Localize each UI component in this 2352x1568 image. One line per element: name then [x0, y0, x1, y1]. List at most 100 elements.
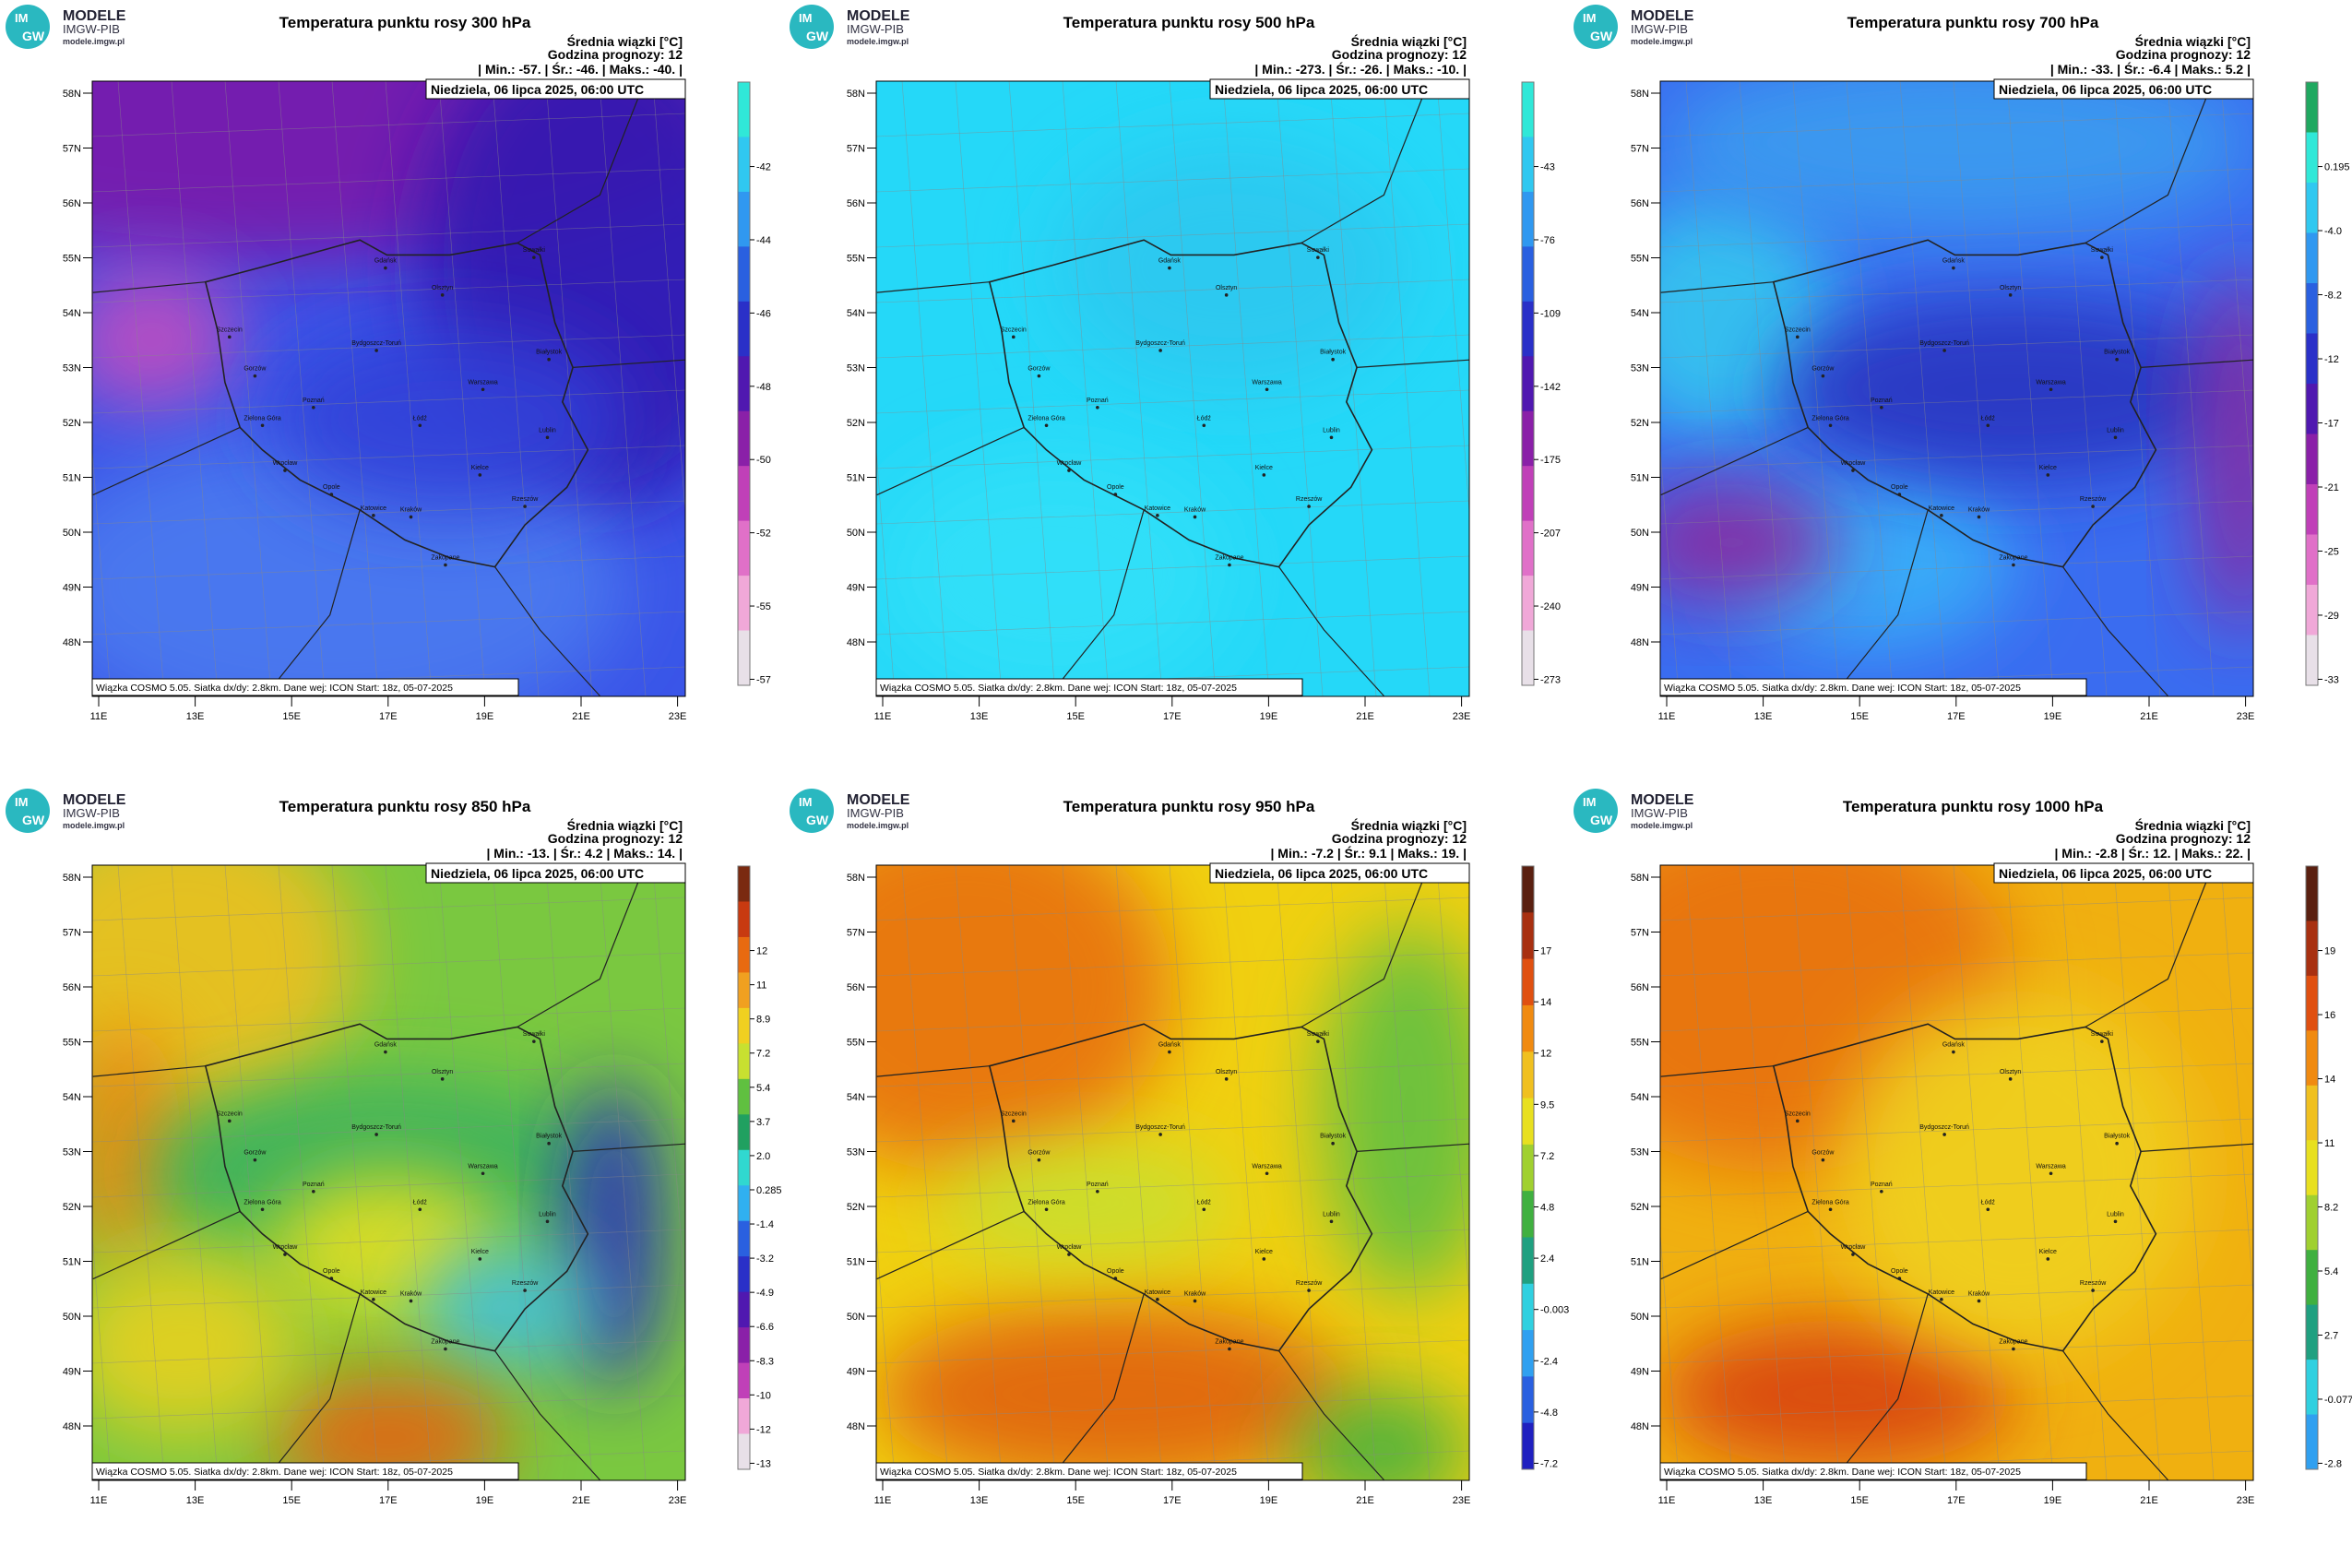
lat-label: 55N — [1631, 1038, 1649, 1049]
graticule — [876, 555, 1469, 580]
field-blob — [269, 327, 626, 512]
city-dot — [1265, 387, 1269, 392]
city-dot — [547, 357, 551, 362]
city-label: Zielona Góra — [244, 415, 281, 422]
city-dot — [1224, 1077, 1229, 1081]
graticule — [652, 81, 685, 516]
city-dot — [1044, 423, 1049, 428]
city-label: Zielona Góra — [1028, 415, 1065, 422]
colorbar-segment — [2306, 183, 2318, 233]
graticule — [1739, 81, 1787, 696]
city-dot — [1113, 1277, 1118, 1280]
colorbar-label: 11 — [2324, 1138, 2334, 1149]
lat-label: 56N — [63, 198, 81, 209]
colorbar-segment — [738, 410, 750, 467]
colorbar-label: -48 — [756, 382, 771, 393]
lat-label: 48N — [63, 1421, 81, 1432]
colorbar-label: -55 — [756, 601, 771, 612]
lat-label: 52N — [1631, 418, 1649, 429]
map-frame — [1659, 864, 2254, 1481]
colorbar-segment — [738, 1327, 750, 1364]
lon-label: 19E — [1260, 711, 1278, 722]
city-dot — [1331, 1141, 1335, 1146]
city-dot — [2091, 505, 2095, 508]
field-blob — [1837, 988, 2194, 1358]
footer-box — [91, 1462, 519, 1480]
city-label: Suwałki — [1307, 1031, 1330, 1038]
lat-label: 48N — [63, 637, 81, 648]
graticule — [92, 1118, 685, 1143]
city-dot — [329, 1277, 334, 1280]
city-label: Zakopane — [1999, 1338, 2027, 1345]
graticule — [2060, 81, 2108, 696]
city-dot — [253, 1158, 257, 1162]
field-blob — [1321, 926, 1469, 1296]
stats: | Min.: -33. | Śr.: -6.4 | Maks.: 5.2 | — [2050, 61, 2251, 77]
map-frame — [1659, 80, 2254, 697]
map-field: Gdańsk Olsztyn Suwałki Białystok Szczecin Byd… — [92, 81, 685, 696]
graticule — [1792, 865, 1840, 1480]
border-line — [2085, 81, 2214, 244]
city-label: Suwałki — [523, 1031, 546, 1038]
graticule — [2113, 865, 2161, 1480]
city-dot — [444, 1347, 447, 1351]
valid-time: Niedziela, 06 lipca 2025, 06:00 UTC — [1215, 866, 1428, 881]
border-line — [494, 1350, 600, 1480]
header-label: Średnia wiązki [°C] — [567, 33, 683, 49]
forecast-hour: Godzina prognozy: 12 — [548, 831, 683, 846]
city-label: Gdańsk — [1942, 1042, 1966, 1049]
graticule — [1685, 81, 1733, 696]
lat-label: 49N — [63, 1367, 81, 1378]
graticule — [1660, 279, 2253, 303]
graticule — [1276, 81, 1324, 696]
city-dot — [329, 493, 334, 496]
logo-url: modele.imgw.pl — [847, 37, 909, 46]
colorbar-segment — [2306, 132, 2318, 184]
lat-label: 48N — [847, 637, 865, 648]
city-label: Suwałki — [1307, 247, 1330, 254]
field-blob — [1778, 296, 2253, 481]
city-label: Rzeszów — [1296, 496, 1323, 503]
graticule — [1660, 1339, 2253, 1364]
city-label: Lublin — [2107, 1211, 2124, 1218]
graticule — [92, 223, 685, 248]
city-dot — [1897, 493, 1902, 496]
city-label: Kraków — [1968, 1290, 1990, 1297]
city-label: Opole — [1107, 1268, 1124, 1275]
city-label: Gorzów — [1812, 366, 1835, 373]
colorbar-label: -25 — [2324, 546, 2339, 557]
city-dot — [1202, 1207, 1206, 1212]
city-label: Gorzów — [1028, 366, 1051, 373]
graticule — [876, 223, 1469, 248]
lon-label: 23E — [2237, 1495, 2255, 1506]
colorbar-label: 17 — [1540, 946, 1551, 957]
colorbar-frame — [2305, 865, 2319, 1470]
border-line — [269, 509, 361, 691]
logo-badge-bottom: GW — [1590, 813, 1613, 827]
city-dot — [532, 255, 536, 259]
lon-label: 19E — [2044, 1495, 2062, 1506]
colorbar-label: 5.4 — [756, 1083, 770, 1094]
city-label: Wrocław — [273, 460, 299, 467]
city-label: Białystok — [1320, 1134, 1347, 1140]
colorbar-label: -17 — [2324, 419, 2339, 430]
colorbar-label: -6.6 — [756, 1322, 774, 1333]
colorbar-label: -46 — [756, 308, 771, 319]
field-blob — [92, 266, 241, 414]
colorbar-segment — [1522, 1051, 1534, 1099]
lat-label: 55N — [847, 254, 865, 265]
city-label: Szczecin — [1001, 1111, 1027, 1117]
city-dot — [2115, 357, 2119, 362]
graticule — [1329, 81, 1377, 696]
city-dot — [1897, 1277, 1902, 1280]
city-dot — [418, 423, 422, 428]
border-line — [92, 281, 206, 293]
colorbar-segment — [1522, 576, 1534, 632]
colorbar-segment — [2306, 283, 2318, 334]
lon-label: 21E — [572, 711, 590, 722]
graticule — [2006, 81, 2054, 696]
footer: Wiązka COSMO 5.05. Siatka dx/dy: 2.8km. … — [96, 1467, 453, 1478]
lon-label: 11E — [874, 1495, 892, 1506]
city-dot — [1228, 1347, 1231, 1351]
graticule — [278, 81, 326, 696]
